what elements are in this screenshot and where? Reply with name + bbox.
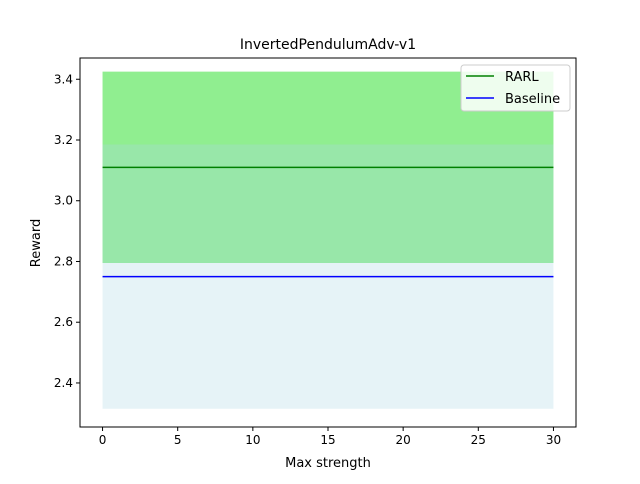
series-lines xyxy=(102,166,554,278)
legend: RARL Baseline xyxy=(460,64,571,112)
x-tick-label: 5 xyxy=(174,433,182,447)
y-tick-label: 2.8 xyxy=(54,254,73,268)
y-tick-label: 3.2 xyxy=(54,133,73,147)
x-tick-label: 0 xyxy=(99,433,107,447)
x-axis-ticks: 0 5 10 15 20 25 30 xyxy=(99,427,561,447)
x-tick-label: 30 xyxy=(546,433,561,447)
x-tick-label: 15 xyxy=(320,433,335,447)
y-tick-label: 3.0 xyxy=(54,194,73,208)
x-tick-label: 10 xyxy=(245,433,260,447)
y-tick-label: 3.4 xyxy=(54,72,73,86)
y-tick-label: 2.6 xyxy=(54,315,73,329)
y-axis-ticks: 2.4 2.6 2.8 3.0 3.2 3.4 xyxy=(54,72,80,390)
chart-title: InvertedPendulumAdv-v1 xyxy=(240,37,416,53)
x-axis-label: Max strength xyxy=(285,456,371,471)
x-tick-label: 25 xyxy=(471,433,486,447)
x-tick-label: 20 xyxy=(396,433,411,447)
y-tick-label: 2.4 xyxy=(54,376,73,390)
legend-label: Baseline xyxy=(505,92,560,107)
legend-label: RARL xyxy=(505,70,539,85)
y-axis-label: Reward xyxy=(29,219,44,267)
confidence-bands xyxy=(102,71,554,409)
